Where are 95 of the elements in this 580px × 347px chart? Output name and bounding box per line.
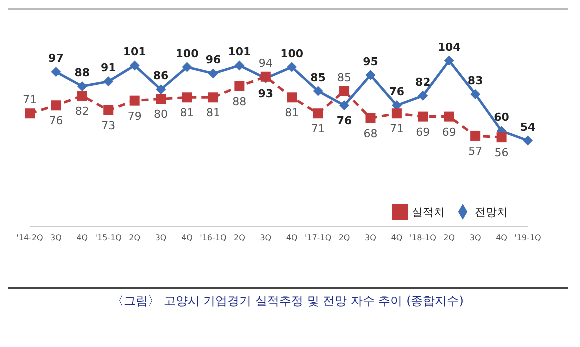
point [496, 132, 507, 143]
point [156, 84, 166, 95]
point [130, 60, 140, 71]
point [444, 56, 454, 66]
data-label: 100 [280, 47, 304, 60]
point [130, 96, 140, 106]
data-label: 57 [468, 144, 483, 158]
point [208, 92, 218, 103]
data-label: 95 [363, 55, 378, 68]
x-tick-label: 2Q [338, 234, 350, 243]
point [470, 89, 481, 100]
point [287, 62, 298, 72]
x-tick-label: '19-1Q [514, 234, 542, 243]
data-label: 56 [494, 146, 509, 160]
point [51, 100, 62, 111]
point [313, 86, 324, 96]
data-label: 81 [206, 106, 220, 120]
point [77, 91, 88, 102]
x-tick-label: 3Q [50, 234, 62, 243]
x-tick-label: 4Q [496, 234, 508, 243]
x-tick-label: 3Q [155, 234, 167, 243]
data-label: 85 [338, 71, 352, 84]
data-label: 104 [438, 40, 462, 54]
data-label: 88 [232, 95, 247, 108]
x-tick-label: 4Q [182, 234, 193, 243]
x-tick-label: '14-2Q [16, 234, 44, 243]
data-label: 82 [416, 76, 431, 90]
point [287, 92, 298, 103]
data-label: 91 [100, 62, 116, 75]
point [25, 108, 35, 119]
point [234, 81, 245, 92]
data-label: 60 [494, 111, 510, 124]
x-tick-label: 2Q [129, 234, 141, 243]
point [182, 62, 192, 72]
data-label: 83 [468, 74, 484, 88]
point [418, 91, 428, 102]
point [523, 136, 533, 146]
point [51, 67, 62, 78]
data-label: 54 [520, 120, 536, 134]
x-tick-label: 3Q [365, 234, 376, 243]
data-label: 71 [311, 122, 326, 136]
data-label: 94 [258, 56, 273, 70]
x-tick-label: '16-1Q [200, 234, 227, 243]
legend-label: 실적치 [412, 206, 445, 219]
point [444, 112, 454, 122]
data-label: 93 [258, 87, 274, 100]
data-label: 101 [228, 46, 252, 59]
point [313, 108, 324, 119]
x-tick-label: 4Q [286, 234, 298, 243]
data-label: 73 [102, 119, 116, 132]
data-label: 101 [123, 46, 146, 59]
point [366, 70, 376, 80]
point [392, 108, 402, 119]
x-tick-label: 3Q [470, 234, 482, 243]
data-label: 97 [48, 52, 64, 66]
data-label: 71 [390, 122, 404, 136]
data-label: 76 [49, 114, 64, 128]
point [470, 130, 481, 141]
x-tick-label: '17-1Q [304, 234, 332, 243]
data-label: 81 [180, 106, 194, 120]
point [104, 105, 114, 116]
point [77, 81, 88, 92]
x-tick-label: '18-1Q [410, 234, 436, 243]
x-tick-label: 4Q [76, 234, 88, 243]
data-label: 86 [153, 70, 170, 83]
data-label: 79 [128, 110, 142, 123]
data-label: 69 [442, 126, 456, 139]
x-tick-label: 4Q [391, 234, 403, 243]
point [340, 86, 350, 96]
data-label: 76 [389, 86, 405, 99]
legend-label: 전망치 [475, 206, 508, 219]
data-label: 68 [364, 127, 378, 140]
data-label: 71 [23, 94, 37, 107]
data-label: 69 [416, 126, 430, 139]
point [208, 68, 218, 79]
data-label: 82 [75, 105, 90, 118]
data-label: 88 [74, 66, 90, 80]
point [340, 100, 350, 111]
point [182, 92, 192, 103]
point [418, 112, 428, 122]
x-tick-label: '15-1Q [95, 234, 122, 243]
data-label: 96 [206, 54, 222, 67]
data-label: 76 [336, 114, 353, 128]
x-tick-label: 3Q [260, 234, 272, 243]
text: 〈그림〉 고양시 기업경기 실적추정 및 전망 자수 추이 (종합지수) [111, 293, 465, 310]
point [234, 60, 245, 71]
x-tick-label: 2Q [444, 234, 456, 243]
point [366, 113, 376, 124]
data-label: 100 [176, 47, 200, 60]
point [104, 76, 114, 87]
data-label: 81 [285, 106, 300, 120]
x-tick-label: 2Q [234, 234, 246, 243]
point [156, 94, 166, 104]
data-label: 80 [154, 108, 168, 122]
data-label: 85 [310, 71, 326, 84]
